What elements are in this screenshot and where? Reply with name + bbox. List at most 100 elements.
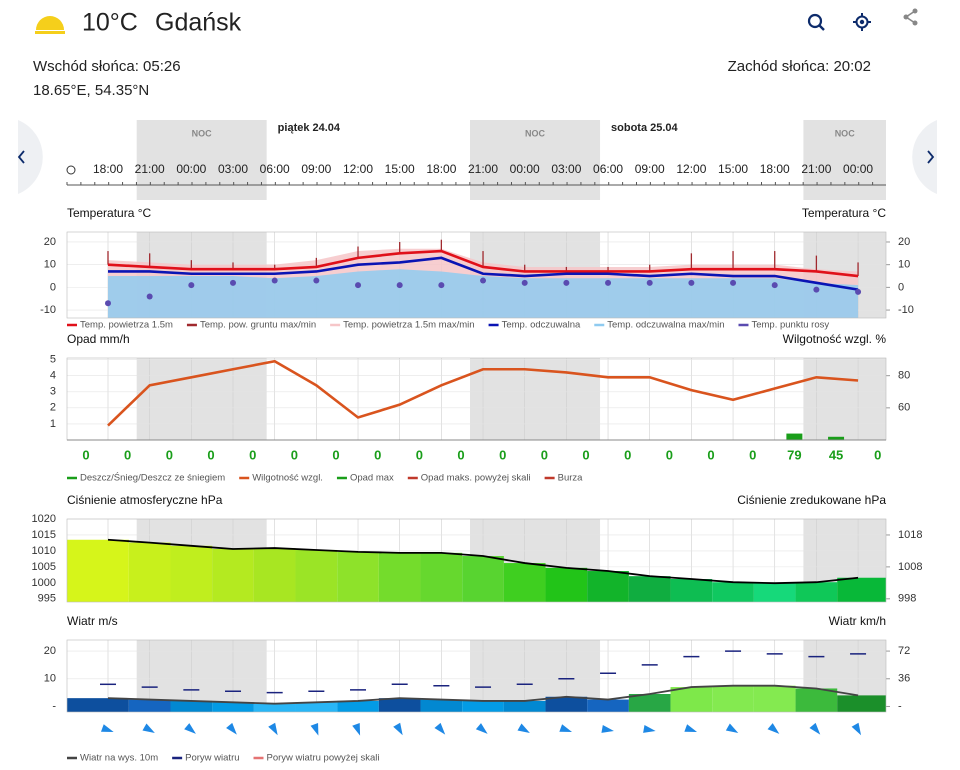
plot-frame (66, 518, 887, 603)
dew-point-dot (313, 277, 320, 284)
y2-tick-label: 36 (898, 673, 910, 685)
dew-point-dot (521, 279, 528, 286)
y-tick-label: 1000 (32, 577, 56, 589)
precip-column (828, 436, 845, 440)
y-tick-label: 1005 (32, 561, 56, 573)
precip-total: 0 (416, 447, 423, 462)
hour-label: 18:00 (93, 162, 123, 176)
precip-total: 0 (457, 447, 464, 462)
dew-point-dot (355, 282, 362, 289)
prev-button-bg[interactable] (18, 120, 43, 194)
wind-arrow (310, 722, 319, 736)
share-icon-dot[interactable] (912, 20, 918, 26)
filled-column (378, 698, 421, 712)
precip-total: 0 (124, 447, 131, 462)
hour-label: 21:00 (468, 162, 498, 176)
filled-column (420, 552, 463, 602)
filled-column (670, 687, 713, 712)
precip-total: 0 (582, 447, 589, 462)
dew-point-dot (813, 286, 820, 293)
share-icon-dot[interactable] (903, 14, 909, 20)
hour-label: 03:00 (218, 162, 248, 176)
wind-arrow (809, 722, 821, 735)
filled-column (628, 576, 671, 602)
legend-label: Opad maks. powyżej skali (421, 473, 531, 484)
hour-label: 18:00 (426, 162, 456, 176)
next-button[interactable] (912, 120, 937, 194)
filled-column (795, 688, 838, 712)
precip-total: 0 (624, 447, 631, 462)
filled-column (295, 702, 338, 712)
next-button-bg[interactable] (912, 120, 937, 194)
day-label: sobota 25.04 (611, 122, 679, 134)
y2-tick-label: 60 (898, 402, 910, 414)
filled-column (462, 556, 504, 602)
dew-point-dot (563, 279, 570, 286)
panel-title-right: Wilgotność wzgl. % (783, 332, 887, 346)
plot-frame (66, 231, 887, 319)
hour-label: 18:00 (760, 162, 790, 176)
wind-arrow (684, 724, 698, 733)
legend-label: Opad max (350, 473, 394, 484)
share-button[interactable] (903, 8, 918, 26)
search-button[interactable] (807, 13, 825, 31)
filled-column (837, 695, 886, 712)
wind-arrow (517, 723, 530, 733)
legend-label: Temp. punktu rosy (751, 320, 829, 331)
hour-label: 21:00 (801, 162, 831, 176)
search-icon-handle[interactable] (818, 24, 825, 31)
filled-column (753, 685, 796, 712)
night-shade (470, 120, 601, 200)
y2-tick-label: 1008 (898, 561, 922, 573)
y-tick-label: 10 (44, 673, 56, 685)
precip-total: 0 (874, 447, 881, 462)
sunset: Zachód słońca: 20:02 (728, 58, 871, 75)
night-shade (136, 358, 267, 440)
y-tick-label: 1015 (32, 529, 56, 541)
filled-column (170, 700, 213, 712)
prev-arrow[interactable] (17, 150, 25, 164)
filled-column (295, 549, 338, 602)
y-tick-label: 0 (50, 281, 56, 293)
precip-total: 0 (207, 447, 214, 462)
dew-point-dot (396, 282, 403, 289)
locate-icon-cross[interactable] (853, 13, 871, 31)
sun-icon (36, 16, 64, 30)
filled-column (545, 696, 588, 712)
sun-icon-base (35, 31, 65, 34)
dew-point-dot (271, 277, 278, 284)
filled-column (628, 694, 671, 712)
share-icon-dot[interactable] (912, 8, 918, 14)
y-tick-label: 1010 (32, 545, 56, 557)
legend-label: Poryw wiatru powyżej skali (267, 753, 380, 764)
locate-button[interactable] (853, 13, 871, 31)
day-label: piątek 24.04 (278, 122, 341, 134)
y2-tick-label: 0 (898, 281, 904, 293)
filled-column (420, 699, 463, 712)
prev-button[interactable] (17, 120, 43, 194)
legend-label: Burza (558, 473, 584, 484)
wind-arrow (725, 723, 739, 733)
wind-arrow (268, 722, 278, 736)
filled-column (128, 699, 171, 712)
legend-label: Deszcz/Śnieg/Deszcz ze śniegiem (80, 472, 225, 484)
locate-icon-dot[interactable] (859, 19, 865, 25)
y-tick-label: 2 (50, 402, 56, 414)
hour-label: 06:00 (260, 162, 290, 176)
wind-arrow (767, 723, 780, 734)
clock-icon (66, 165, 76, 175)
night-shade (470, 358, 601, 440)
hour-label: 09:00 (301, 162, 331, 176)
next-arrow[interactable] (927, 150, 935, 164)
wind-arrow (226, 722, 237, 735)
filled-column (67, 698, 129, 712)
precip-total: 0 (374, 447, 381, 462)
legend-label: Temp. odczuwalna max/min (607, 320, 724, 331)
precip-total: 0 (666, 447, 673, 462)
panel-title-right: Temperatura °C (802, 206, 886, 220)
search-icon[interactable] (807, 13, 823, 29)
dew-point-dot (605, 279, 612, 286)
y2-tick-label: 998 (898, 593, 916, 605)
hour-label: 00:00 (510, 162, 540, 176)
dew-point-dot (105, 300, 111, 307)
